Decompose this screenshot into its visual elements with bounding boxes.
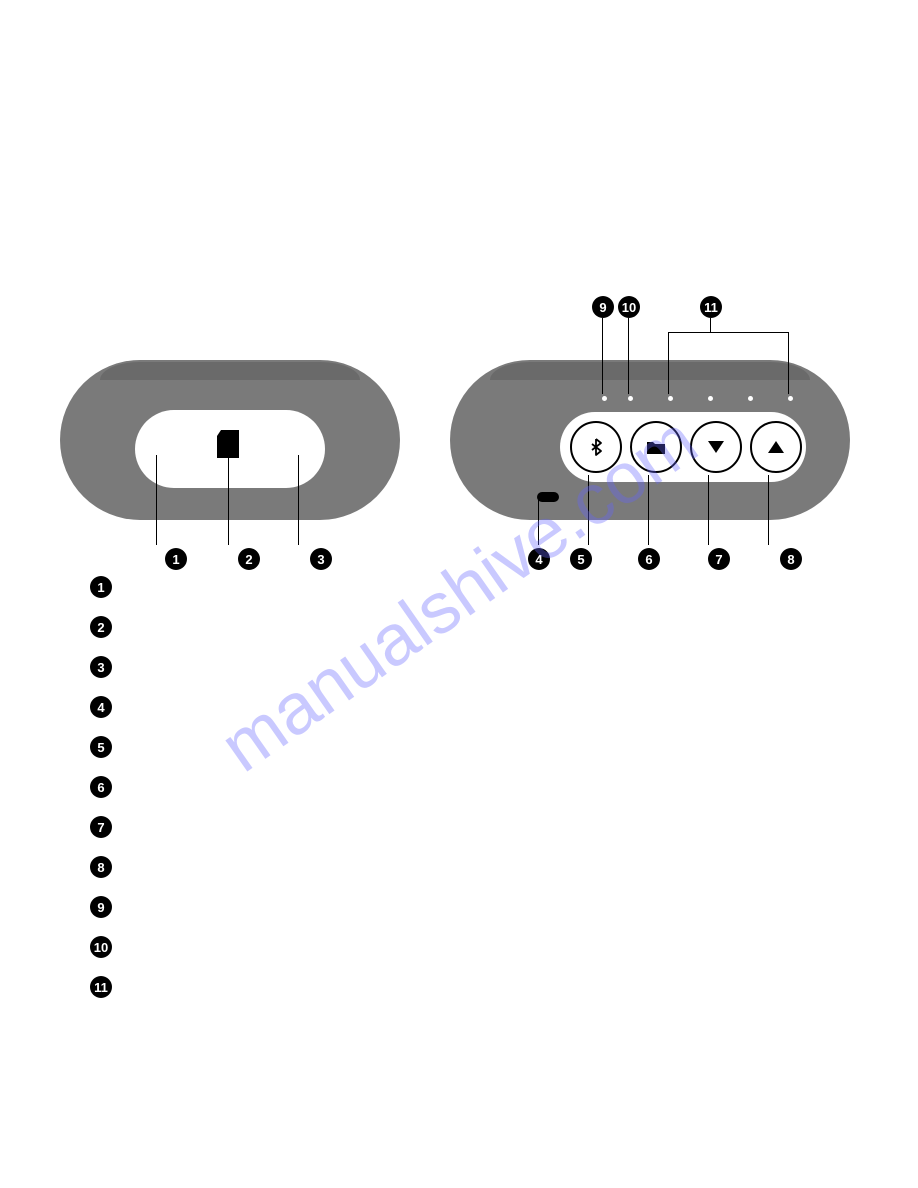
legend-badge: 7: [90, 816, 112, 838]
legend-item: 11: [90, 976, 112, 998]
mode-button: [630, 421, 682, 473]
callout-line: [298, 455, 299, 545]
callout-badge-3: 3: [310, 548, 332, 570]
folder-icon: [646, 439, 666, 455]
battery-led-3: [748, 396, 753, 401]
callout-line: [228, 455, 229, 545]
device-top-ridge: [490, 362, 810, 380]
legend-item: 9: [90, 896, 112, 918]
legend-item: 10: [90, 936, 112, 958]
legend-item: 8: [90, 856, 112, 878]
callout-line: [588, 475, 589, 545]
legend-badge: 3: [90, 656, 112, 678]
callout-line: [668, 332, 669, 394]
mode-led: [628, 396, 633, 401]
bluetooth-led: [602, 396, 607, 401]
triangle-down-icon: [707, 440, 725, 454]
bluetooth-icon: [586, 437, 606, 457]
callout-badge-2: 2: [238, 548, 260, 570]
legend-badge: 8: [90, 856, 112, 878]
callout-line: [710, 318, 711, 332]
callout-badge-8: 8: [780, 548, 802, 570]
volume-down-button: [690, 421, 742, 473]
legend-item: 3: [90, 656, 112, 678]
device-diagram: 1 2 3 4 5 6 7 8 9 10 11: [60, 260, 860, 560]
battery-led-2: [708, 396, 713, 401]
callout-line: [788, 332, 789, 394]
legend-badge: 1: [90, 576, 112, 598]
device-top-view: [450, 360, 850, 520]
legend-badge: 10: [90, 936, 112, 958]
legend-badge: 6: [90, 776, 112, 798]
volume-up-button: [750, 421, 802, 473]
legend-item: 7: [90, 816, 112, 838]
button-panel: [560, 412, 806, 482]
legend-badge: 11: [90, 976, 112, 998]
device-rear-view: [60, 360, 400, 520]
legend-badge: 4: [90, 696, 112, 718]
rear-panel: [135, 410, 325, 488]
legend-badge: 9: [90, 896, 112, 918]
callout-line: [602, 318, 603, 394]
callout-badge-10: 10: [618, 296, 640, 318]
device-top-ridge: [100, 362, 360, 380]
triangle-up-icon: [767, 440, 785, 454]
legend-item: 2: [90, 616, 112, 638]
bluetooth-button: [570, 421, 622, 473]
callout-line: [648, 475, 649, 545]
callout-line: [768, 475, 769, 545]
legend-item: 5: [90, 736, 112, 758]
callout-line: [156, 455, 157, 545]
power-switch: [537, 492, 559, 502]
legend-badge: 5: [90, 736, 112, 758]
callout-badge-4: 4: [528, 548, 550, 570]
legend-item: 4: [90, 696, 112, 718]
callout-line: [628, 318, 629, 394]
legend-list: 1 2 3 4 5 6 7 8 9 10 11: [90, 576, 112, 1016]
callout-badge-1: 1: [165, 548, 187, 570]
callout-line: [708, 475, 709, 545]
callout-line: [668, 332, 788, 333]
sd-card-icon: [217, 430, 239, 458]
callout-badge-9: 9: [592, 296, 614, 318]
legend-badge: 2: [90, 616, 112, 638]
battery-led-4: [788, 396, 793, 401]
callout-line: [538, 500, 539, 545]
battery-led-1: [668, 396, 673, 401]
callout-badge-11: 11: [700, 296, 722, 318]
legend-item: 6: [90, 776, 112, 798]
callout-badge-7: 7: [708, 548, 730, 570]
callout-badge-5: 5: [570, 548, 592, 570]
callout-badge-6: 6: [638, 548, 660, 570]
legend-item: 1: [90, 576, 112, 598]
